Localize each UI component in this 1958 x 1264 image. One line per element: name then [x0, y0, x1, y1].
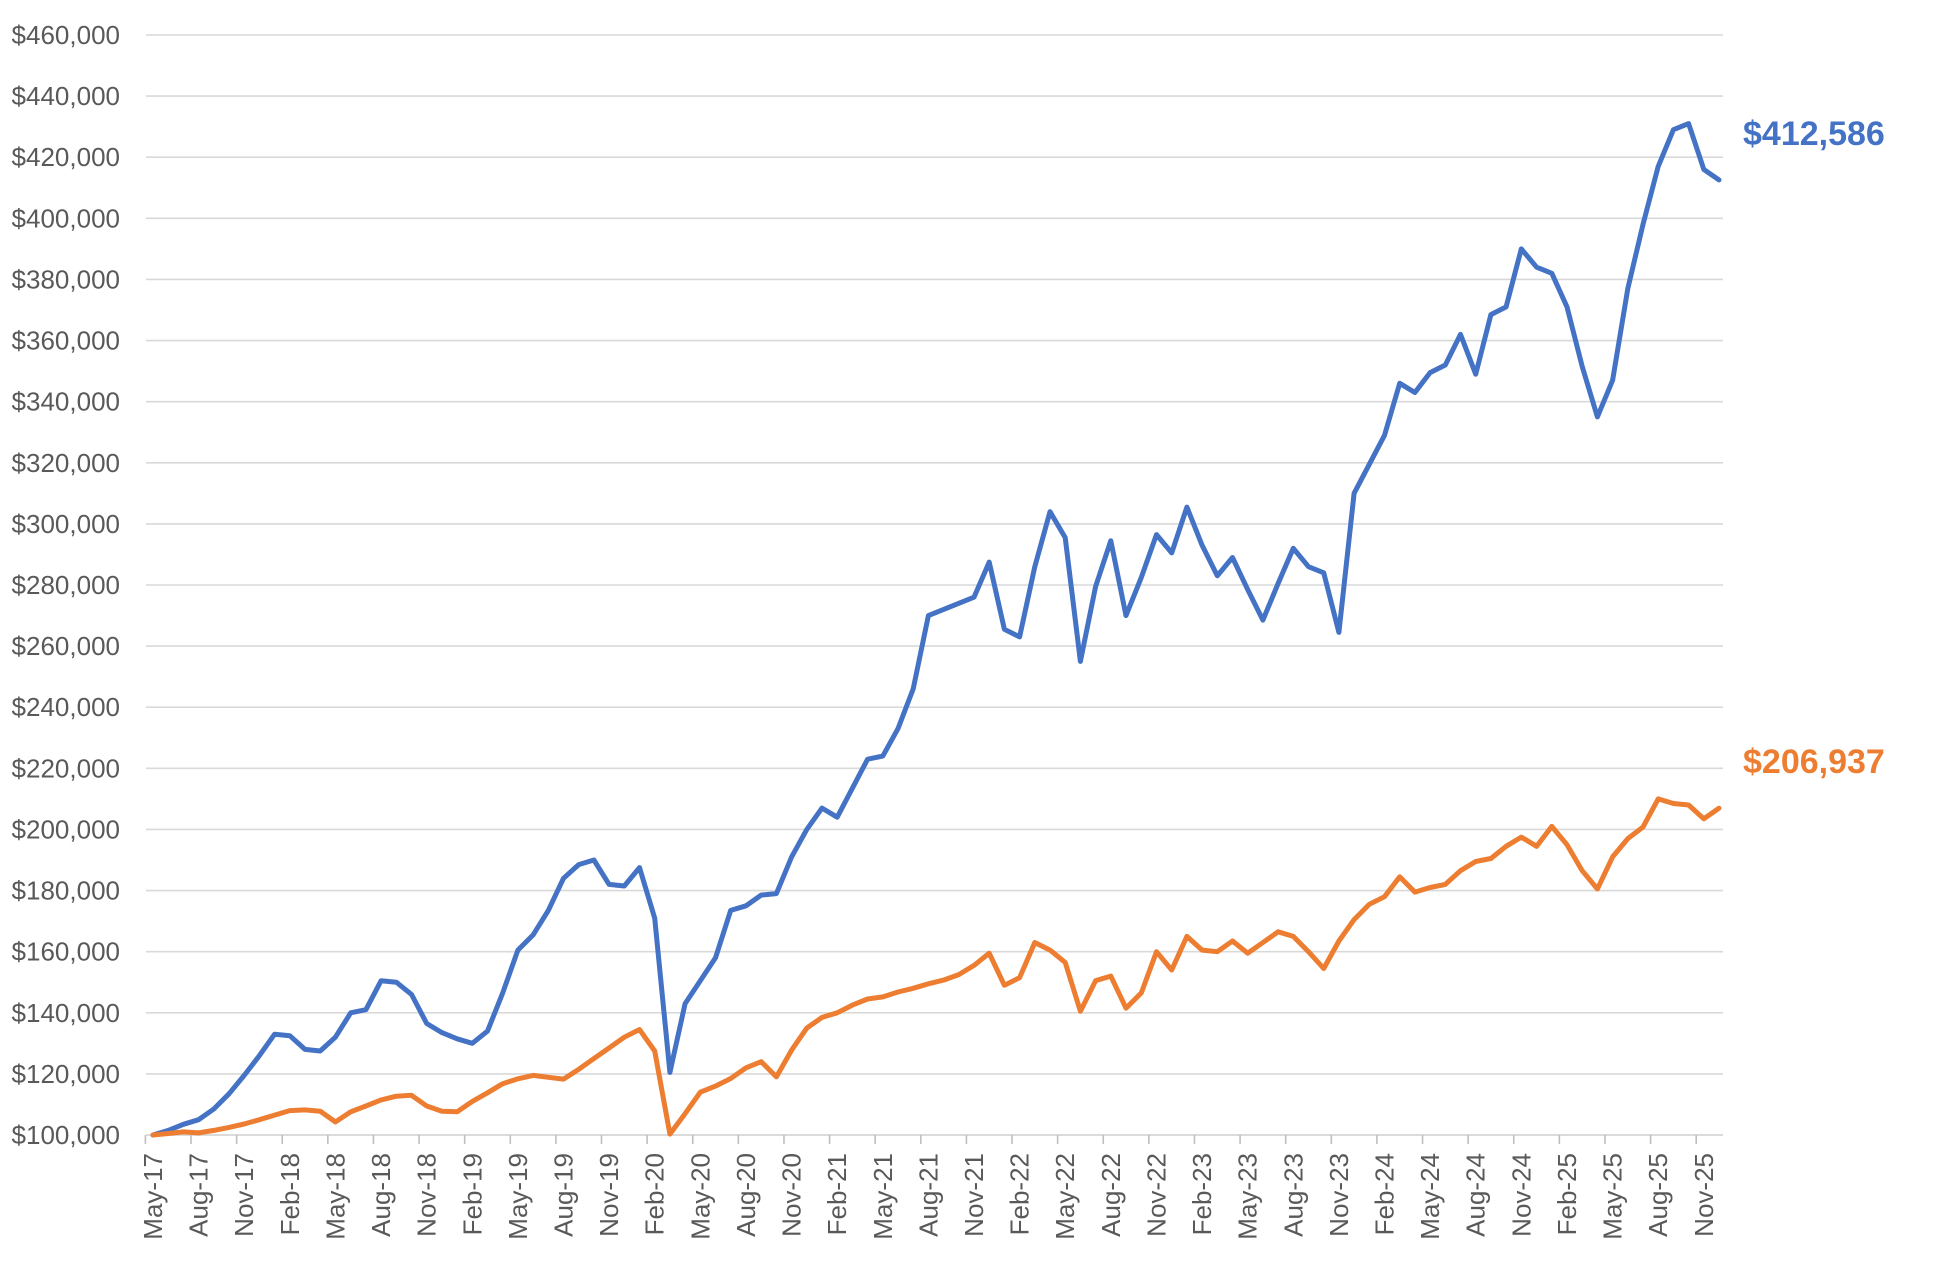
y-axis-tick-label: $100,000 [12, 1120, 120, 1150]
x-axis-tick-label: May-25 [1598, 1153, 1628, 1240]
x-axis-tick-label: Nov-17 [229, 1153, 259, 1237]
series1-end-value-label: $412,586 [1743, 114, 1885, 153]
x-axis-tick-label: May-24 [1415, 1153, 1445, 1240]
x-axis-tick-label: May-21 [868, 1153, 898, 1240]
x-axis-tick-label: Nov-18 [412, 1153, 442, 1237]
series2-end-value-label: $206,937 [1743, 743, 1885, 782]
x-axis-tick-label: Feb-23 [1187, 1153, 1217, 1235]
x-axis-tick-label: Nov-23 [1324, 1153, 1354, 1237]
y-axis-tick-label: $240,000 [12, 692, 120, 722]
x-axis-tick-label: May-17 [138, 1153, 168, 1240]
y-axis-tick-label: $220,000 [12, 753, 120, 783]
x-axis-tick-label: Aug-17 [184, 1153, 214, 1237]
series2-line [150, 796, 1722, 1138]
x-axis-tick-label: Aug-24 [1461, 1153, 1491, 1237]
y-axis-tick-label: $360,000 [12, 326, 120, 356]
x-axis-tick-label: Feb-19 [457, 1153, 487, 1235]
y-axis-tick-label: $380,000 [12, 264, 120, 294]
series1-line [150, 121, 1722, 1138]
x-axis-tick-label: Feb-25 [1552, 1153, 1582, 1235]
y-axis-tick-label: $160,000 [12, 937, 120, 967]
y-axis-tick-label: $420,000 [12, 142, 120, 172]
y-axis-tick-label: $400,000 [12, 203, 120, 233]
x-axis-tick-label: Feb-20 [640, 1153, 670, 1235]
y-axis-tick-label: $300,000 [12, 509, 120, 539]
x-axis-tick-label: Feb-22 [1005, 1153, 1035, 1235]
x-axis-tick-label: Aug-25 [1643, 1153, 1673, 1237]
y-axis-tick-label: $280,000 [12, 570, 120, 600]
y-axis-tick-label: $440,000 [12, 81, 120, 111]
x-axis-tick-label: Aug-20 [731, 1153, 761, 1237]
x-axis-tick-label: Feb-21 [822, 1153, 852, 1235]
x-axis-tick-label: Aug-18 [366, 1153, 396, 1237]
x-axis-tick-label: Aug-19 [549, 1153, 579, 1237]
x-axis-tick-label: Nov-24 [1506, 1153, 1536, 1237]
y-axis-tick-label: $260,000 [12, 631, 120, 661]
x-axis-tick-label: Feb-18 [275, 1153, 305, 1235]
y-axis-tick-label: $180,000 [12, 876, 120, 906]
x-axis-tick-label: Aug-23 [1278, 1153, 1308, 1237]
y-axis-tick-label: $140,000 [12, 998, 120, 1028]
y-axis-tick-label: $460,000 [12, 20, 120, 50]
x-axis-tick-label: May-23 [1233, 1153, 1263, 1240]
x-axis-tick-label: Aug-21 [913, 1153, 943, 1237]
x-axis-tick-label: Nov-25 [1689, 1153, 1719, 1237]
y-axis-tick-label: $320,000 [12, 448, 120, 478]
y-axis-tick-label: $200,000 [12, 814, 120, 844]
x-axis-tick-label: Nov-21 [959, 1153, 989, 1237]
x-axis-tick-label: May-20 [685, 1153, 715, 1240]
x-axis-tick-label: May-18 [320, 1153, 350, 1240]
x-axis-tick-label: Nov-22 [1141, 1153, 1171, 1237]
x-axis-tick-label: Nov-20 [777, 1153, 807, 1237]
x-axis-tick-label: Nov-19 [594, 1153, 624, 1237]
x-axis-tick-label: May-19 [503, 1153, 533, 1240]
x-axis-tick-label: May-22 [1050, 1153, 1080, 1240]
y-axis-tick-label: $120,000 [12, 1059, 120, 1089]
x-axis-tick-label: Feb-24 [1370, 1153, 1400, 1235]
y-axis-tick-label: $340,000 [12, 387, 120, 417]
x-axis-tick-label: Aug-22 [1096, 1153, 1126, 1237]
